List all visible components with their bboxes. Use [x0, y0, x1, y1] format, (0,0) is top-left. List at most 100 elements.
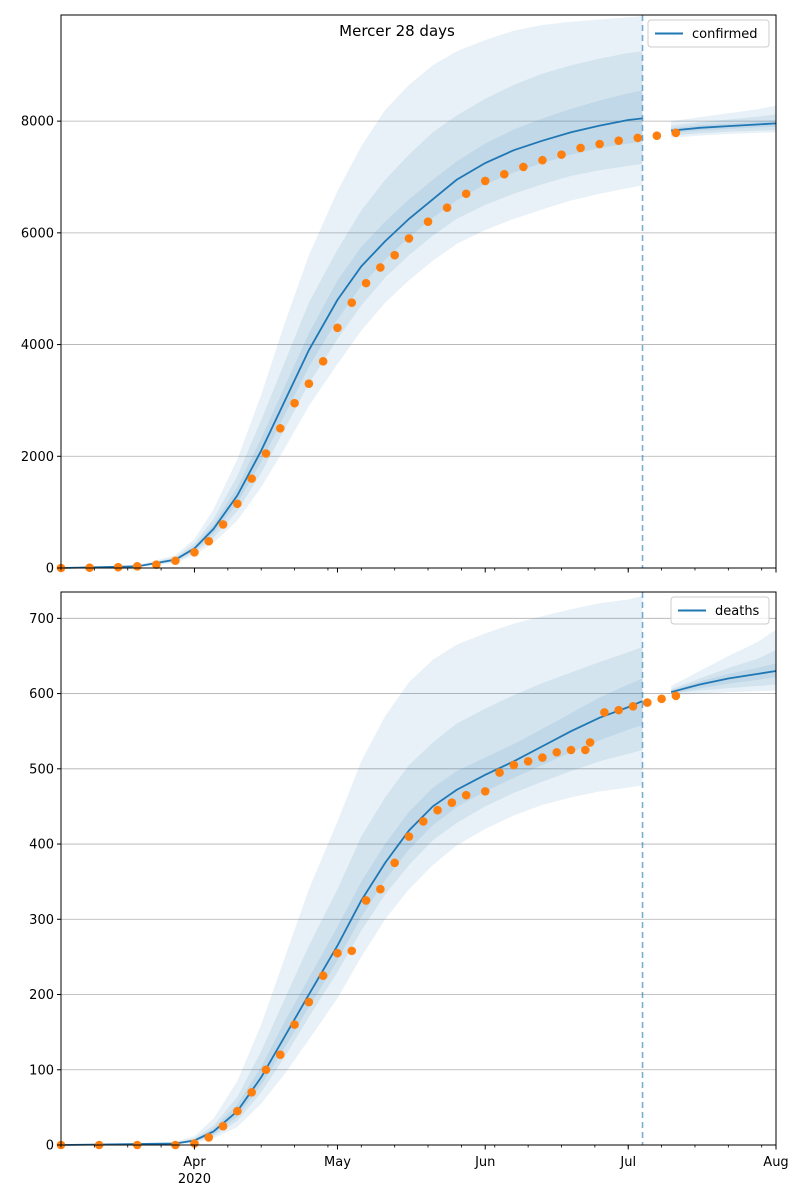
uncertainty-band [61, 51, 643, 568]
observed-point [509, 760, 519, 770]
observed-point [442, 203, 452, 213]
x-tick-label: Apr [183, 1155, 206, 1170]
deaths-legend: deaths [670, 596, 770, 625]
observed-point [204, 536, 214, 546]
y-tick-label: 0 [46, 562, 54, 577]
observed-point [581, 745, 590, 755]
observed-point [671, 128, 681, 138]
observed-point [538, 155, 547, 165]
observed-point [376, 884, 385, 894]
chart-title: Mercer 28 days [339, 22, 455, 40]
observed-point [190, 548, 199, 557]
observed-point [423, 217, 433, 226]
observed-point [361, 896, 371, 905]
observed-point [390, 250, 399, 260]
observed-point [171, 556, 180, 566]
observed-point [461, 189, 471, 199]
observed-point [585, 738, 595, 747]
y-tick-label: 8000 [21, 115, 54, 130]
y-tick-label: 2000 [21, 450, 54, 465]
observed-point [247, 1088, 256, 1097]
x-tick-label: May [324, 1155, 351, 1170]
y-tick-label: 600 [29, 687, 54, 702]
observed-point [557, 150, 566, 159]
observed-point [333, 948, 342, 958]
observed-point [523, 756, 533, 766]
observed-point [495, 768, 504, 777]
observed-point [113, 562, 123, 572]
model-line [671, 122, 777, 132]
observed-point [461, 790, 471, 800]
deaths-x-axis: Apr 2020 May Jun Jul Aug [60, 1145, 789, 1187]
y-tick-label: 400 [29, 838, 54, 853]
observed-point [600, 708, 609, 717]
observed-point [404, 234, 414, 243]
observed-point [657, 694, 666, 704]
observed-point [447, 798, 457, 807]
confirmed-x-axis [60, 568, 777, 573]
y-tick-label: 4000 [21, 338, 54, 353]
observed-point [190, 1139, 199, 1148]
observed-point [614, 136, 623, 145]
observed-point [480, 176, 490, 186]
deaths-y-axis: 0 100 200 300 400 500 600 700 [29, 612, 61, 1154]
observed-point [347, 298, 357, 307]
observed-point [628, 702, 638, 711]
observed-point [404, 832, 414, 841]
confirmed-panel: 0 2000 4000 6000 8000 confirmed [21, 14, 777, 577]
uncertainty-band [61, 16, 643, 568]
deaths-axes-frame [60, 591, 777, 1146]
uncertainty-band [671, 105, 776, 138]
observed-point [390, 858, 399, 868]
observed-point [275, 1050, 285, 1060]
observed-point [519, 162, 528, 172]
uncertainty-band [671, 114, 776, 136]
observed-point [318, 971, 328, 981]
observed-point [433, 805, 442, 815]
observed-point [218, 520, 228, 529]
observed-point [275, 424, 285, 433]
observed-point [538, 753, 547, 762]
observed-point [290, 398, 299, 408]
confirmed-y-axis: 0 2000 4000 6000 8000 [21, 115, 61, 577]
observed-point [643, 698, 652, 707]
observed-point [671, 691, 681, 701]
observed-point [233, 499, 242, 509]
uncertainty-band [671, 649, 776, 694]
observed-point [304, 997, 314, 1007]
uncertainty-band [671, 629, 776, 696]
y-tick-label: 200 [29, 988, 54, 1003]
observed-point [290, 1020, 299, 1029]
observed-point [376, 263, 385, 272]
observed-point [633, 133, 643, 143]
confirmed-gridlines [61, 120, 776, 457]
y-tick-label: 100 [29, 1063, 54, 1078]
observed-point [576, 143, 585, 153]
y-tick-label: 700 [29, 612, 54, 627]
observed-point [152, 560, 161, 569]
observed-point [318, 357, 328, 366]
observed-point [480, 787, 490, 796]
observed-point [132, 562, 142, 571]
model-line [60, 117, 643, 569]
observed-point [247, 474, 256, 483]
observed-point [500, 169, 509, 179]
observed-point [261, 449, 271, 458]
observed-point [304, 379, 314, 388]
observed-point [418, 817, 428, 826]
y-tick-label: 500 [29, 762, 54, 777]
confirmed-axes-frame [60, 14, 777, 569]
observed-point [261, 1065, 271, 1075]
confirmed-observed-points [56, 128, 681, 573]
observed-point [595, 139, 604, 149]
x-tick-label: Jul [619, 1155, 636, 1170]
observed-point [552, 747, 562, 757]
uncertainty-band [61, 595, 643, 1145]
y-tick-label: 6000 [21, 226, 54, 241]
observed-point [218, 1121, 228, 1131]
model-line [670, 670, 777, 693]
confirmed-model-line [60, 117, 777, 569]
